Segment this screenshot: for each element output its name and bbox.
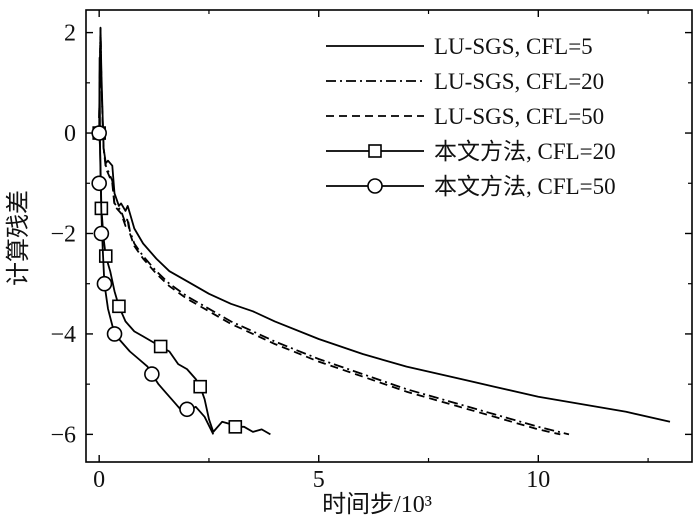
x-axis-ticks: 0 5 10: [93, 10, 649, 493]
plot-area: [91, 26, 671, 436]
data-point-marker: [93, 225, 110, 242]
data-point-marker: [96, 275, 113, 292]
legend-label: LU-SGS, CFL=20: [434, 69, 604, 94]
y-tick-label: 0: [64, 121, 76, 147]
data-point-marker: [228, 420, 243, 434]
y-tick-label: −2: [50, 221, 76, 247]
data-point-marker: [112, 299, 126, 314]
y-tick-label: −6: [50, 422, 76, 448]
data-point-marker: [98, 249, 113, 263]
data-point-marker: [144, 366, 160, 382]
x-tick-label: 0: [93, 467, 105, 493]
legend-marker: [368, 144, 382, 158]
legend-label: 本文方法, CFL=50: [434, 174, 616, 199]
x-tick-label: 10: [526, 467, 550, 493]
data-point-marker: [91, 175, 107, 192]
series-line: [98, 26, 561, 436]
data-point-marker: [193, 379, 207, 394]
data-point-marker: [153, 339, 168, 354]
series-4: [92, 126, 271, 436]
y-tick-label: 2: [64, 21, 76, 47]
data-point-marker: [91, 125, 107, 141]
legend-marker: [367, 178, 383, 194]
series-5: [91, 56, 215, 435]
data-point-marker: [179, 401, 195, 418]
legend-label: 本文方法, CFL=20: [434, 139, 616, 164]
legend-label: LU-SGS, CFL=50: [434, 104, 604, 129]
y-axis-title: 计算残差: [5, 190, 32, 286]
x-tick-label: 5: [313, 467, 325, 493]
legend-label: LU-SGS, CFL=5: [434, 34, 593, 59]
y-axis-ticks: 2 0 −2 −4 −6: [50, 21, 692, 448]
data-point-marker: [106, 326, 123, 342]
x-axis-title: 时间步/10³: [322, 491, 432, 518]
y-tick-label: −4: [50, 322, 76, 348]
legend: LU-SGS, CFL=5 LU-SGS, CFL=20 LU-SGS, CFL=5…: [326, 34, 616, 199]
plot-frame: [85, 9, 693, 463]
series-3: [98, 26, 561, 436]
